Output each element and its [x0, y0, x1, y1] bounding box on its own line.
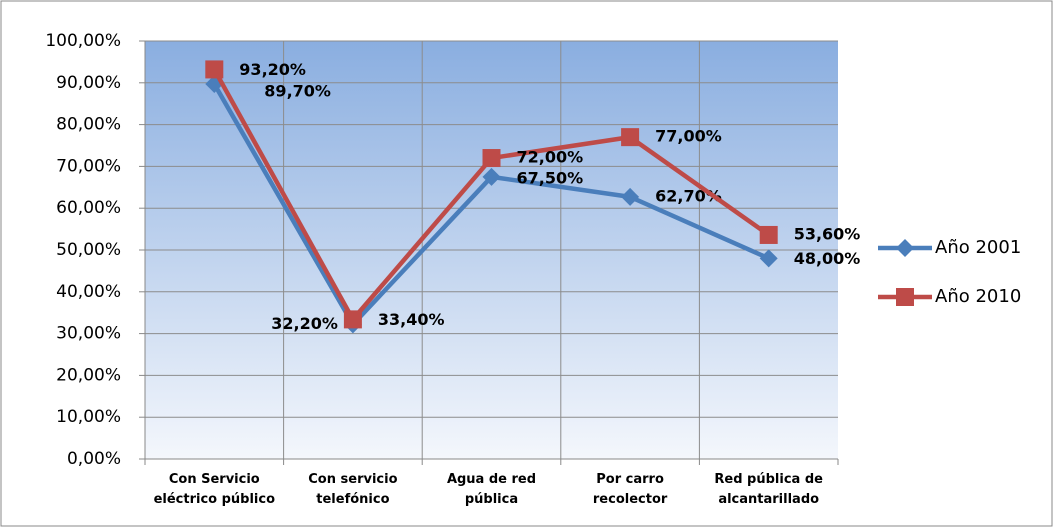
data-point: [482, 149, 501, 168]
y-tick-label: 70,00%: [56, 156, 121, 176]
y-tick-label: 40,00%: [56, 282, 121, 302]
y-tick-label: 10,00%: [56, 407, 121, 427]
data-point: [482, 167, 501, 186]
y-tick-label: 100,00%: [45, 31, 121, 51]
legend-label: Año 2001: [935, 237, 1021, 258]
data-point: [759, 225, 778, 244]
data-point: [621, 187, 640, 206]
x-tick-label: Agua de red pública: [446, 472, 537, 507]
data-point: [759, 249, 778, 268]
x-tick-label: Por carro recolector: [592, 472, 668, 507]
data-label: 48,00%: [794, 249, 861, 268]
data-label: 72,00%: [517, 148, 584, 167]
data-label: 93,20%: [239, 60, 306, 79]
y-tick-label: 50,00%: [56, 240, 121, 260]
y-tick-label: 80,00%: [56, 115, 121, 135]
data-label: 77,00%: [655, 127, 722, 146]
legend-label: Año 2010: [935, 286, 1021, 307]
y-tick-label: 20,00%: [56, 365, 121, 385]
data-label: 33,40%: [378, 310, 445, 329]
x-tick-label: Con Servicio eléctrico público: [153, 472, 276, 507]
x-tick-label: Con servicio telefónico: [308, 472, 398, 507]
data-label: 67,50%: [517, 168, 584, 187]
data-label: 53,60%: [794, 224, 861, 243]
legend-marker: [896, 239, 914, 257]
y-tick-label: 60,00%: [56, 198, 121, 218]
data-point: [205, 60, 224, 79]
y-tick-label: 30,00%: [56, 324, 121, 344]
y-tick-label: 0,00%: [67, 449, 121, 469]
data-label: 89,70%: [264, 82, 331, 101]
y-tick-label: 90,00%: [56, 73, 121, 93]
x-tick-label: Red pública de alcantarillado: [714, 472, 823, 507]
data-point: [343, 310, 362, 329]
data-point: [621, 128, 640, 147]
legend-marker: [896, 288, 914, 306]
data-label: 32,20%: [271, 314, 338, 333]
